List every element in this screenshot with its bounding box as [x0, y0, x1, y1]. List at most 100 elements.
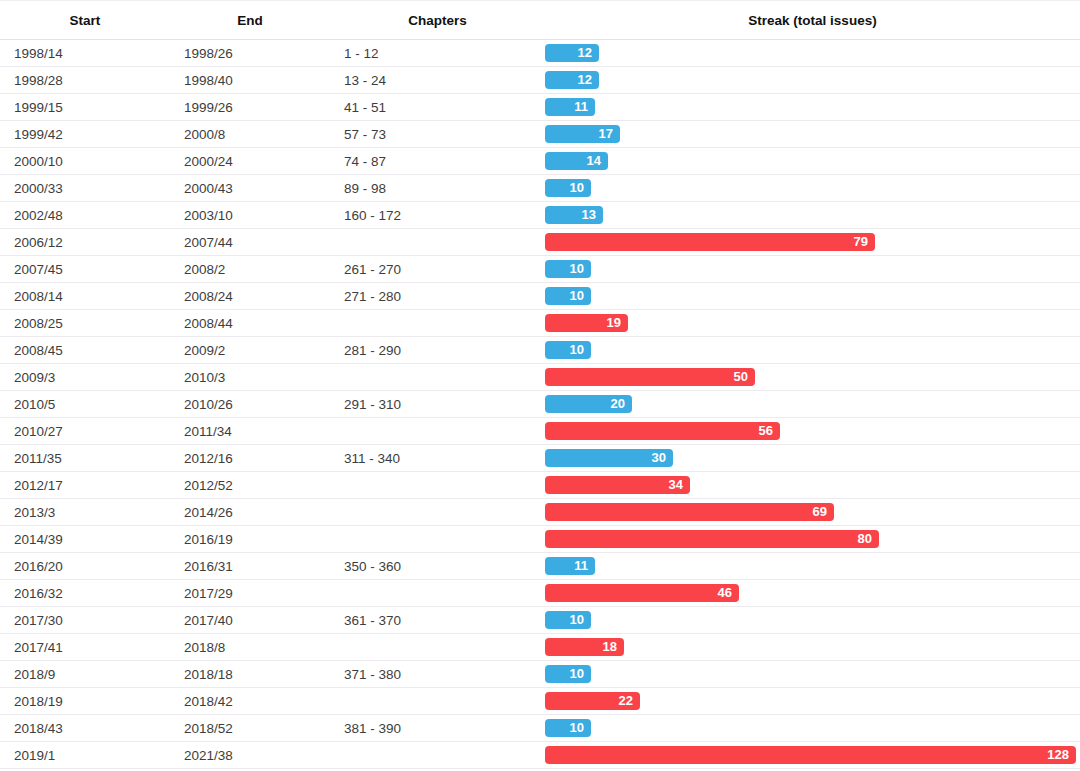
streak-bar: 20 [545, 395, 632, 413]
streak-bar: 80 [545, 530, 879, 548]
table-row: 1999/15 1999/26 41 - 51 11 [0, 94, 1080, 121]
streak-value: 17 [599, 125, 620, 143]
streak-cell: 17 [545, 125, 1080, 143]
streak-value: 12 [578, 71, 599, 89]
end-cell: 2008/2 [170, 262, 330, 277]
end-cell: 2017/40 [170, 613, 330, 628]
table-row: 2000/33 2000/43 89 - 98 10 [0, 175, 1080, 202]
chapters-cell: 371 - 380 [330, 667, 545, 682]
chapters-cell: 271 - 280 [330, 289, 545, 304]
end-cell: 1999/26 [170, 100, 330, 115]
table-row: 2007/45 2008/2 261 - 270 10 [0, 256, 1080, 283]
chapters-cell: 261 - 270 [330, 262, 545, 277]
table-row: 2013/3 2014/26 69 [0, 499, 1080, 526]
streak-table: Start End Chapters Streak (total issues)… [0, 0, 1080, 769]
start-cell: 2019/1 [0, 748, 170, 763]
chapters-cell: 160 - 172 [330, 208, 545, 223]
end-cell: 2016/19 [170, 532, 330, 547]
end-cell: 2008/44 [170, 316, 330, 331]
streak-value: 30 [652, 449, 673, 467]
chapters-cell: 350 - 360 [330, 559, 545, 574]
end-cell: 2000/43 [170, 181, 330, 196]
table-row: 1999/42 2000/8 57 - 73 17 [0, 121, 1080, 148]
streak-bar: 10 [545, 341, 591, 359]
streak-bar: 11 [545, 557, 595, 575]
streak-bar: 14 [545, 152, 608, 170]
streak-cell: 11 [545, 98, 1080, 116]
end-cell: 2012/52 [170, 478, 330, 493]
table-row: 1998/28 1998/40 13 - 24 12 [0, 67, 1080, 94]
streak-value: 46 [718, 584, 739, 602]
streak-value: 69 [813, 503, 834, 521]
chapters-cell: 57 - 73 [330, 127, 545, 142]
end-cell: 2007/44 [170, 235, 330, 250]
streak-value: 11 [574, 98, 595, 116]
start-cell: 2008/45 [0, 343, 170, 358]
table-row: 2018/9 2018/18 371 - 380 10 [0, 661, 1080, 688]
chapters-cell: 291 - 310 [330, 397, 545, 412]
streak-cell: 22 [545, 692, 1080, 710]
streak-bar: 22 [545, 692, 640, 710]
table-row: 2002/48 2003/10 160 - 172 13 [0, 202, 1080, 229]
streak-value: 10 [570, 287, 591, 305]
streak-cell: 10 [545, 341, 1080, 359]
end-cell: 2018/18 [170, 667, 330, 682]
table-body: 1998/14 1998/26 1 - 12 12 1998/28 1998/4… [0, 40, 1080, 769]
table-row: 1998/14 1998/26 1 - 12 12 [0, 40, 1080, 67]
end-cell: 2018/52 [170, 721, 330, 736]
streak-bar: 13 [545, 206, 603, 224]
streak-value: 20 [611, 395, 632, 413]
column-header-end: End [170, 13, 330, 28]
streak-cell: 46 [545, 584, 1080, 602]
end-cell: 2000/8 [170, 127, 330, 142]
start-cell: 2006/12 [0, 235, 170, 250]
table-row: 2018/43 2018/52 381 - 390 10 [0, 715, 1080, 742]
start-cell: 2018/9 [0, 667, 170, 682]
streak-cell: 34 [545, 476, 1080, 494]
streak-cell: 10 [545, 260, 1080, 278]
start-cell: 2008/25 [0, 316, 170, 331]
streak-value: 10 [570, 719, 591, 737]
chapters-cell: 13 - 24 [330, 73, 545, 88]
table-row: 2011/35 2012/16 311 - 340 30 [0, 445, 1080, 472]
end-cell: 2018/42 [170, 694, 330, 709]
table-row: 2016/32 2017/29 46 [0, 580, 1080, 607]
chapters-cell: 311 - 340 [330, 451, 545, 466]
table-row: 2008/14 2008/24 271 - 280 10 [0, 283, 1080, 310]
table-row: 2010/5 2010/26 291 - 310 20 [0, 391, 1080, 418]
streak-value: 34 [669, 476, 690, 494]
table-row: 2008/45 2009/2 281 - 290 10 [0, 337, 1080, 364]
streak-value: 10 [570, 665, 591, 683]
streak-value: 18 [603, 638, 624, 656]
streak-cell: 10 [545, 665, 1080, 683]
streak-cell: 12 [545, 44, 1080, 62]
streak-bar: 11 [545, 98, 595, 116]
column-header-streak: Streak (total issues) [545, 13, 1080, 28]
streak-value: 10 [570, 179, 591, 197]
table-row: 2017/41 2018/8 18 [0, 634, 1080, 661]
end-cell: 1998/26 [170, 46, 330, 61]
streak-cell: 13 [545, 206, 1080, 224]
streak-value: 79 [854, 233, 875, 251]
streak-bar: 128 [545, 746, 1076, 764]
streak-value: 14 [587, 152, 608, 170]
streak-cell: 50 [545, 368, 1080, 386]
streak-bar: 56 [545, 422, 780, 440]
chapters-cell: 74 - 87 [330, 154, 545, 169]
table-row: 2000/10 2000/24 74 - 87 14 [0, 148, 1080, 175]
column-header-start: Start [0, 13, 170, 28]
table-row: 2009/3 2010/3 50 [0, 364, 1080, 391]
end-cell: 2012/16 [170, 451, 330, 466]
streak-bar: 12 [545, 44, 599, 62]
streak-value: 19 [607, 314, 628, 332]
start-cell: 2011/35 [0, 451, 170, 466]
chapters-cell: 89 - 98 [330, 181, 545, 196]
end-cell: 2010/3 [170, 370, 330, 385]
table-row: 2018/19 2018/42 22 [0, 688, 1080, 715]
end-cell: 2010/26 [170, 397, 330, 412]
streak-cell: 12 [545, 71, 1080, 89]
start-cell: 2008/14 [0, 289, 170, 304]
streak-bar: 10 [545, 719, 591, 737]
streak-value: 12 [578, 44, 599, 62]
start-cell: 2017/41 [0, 640, 170, 655]
